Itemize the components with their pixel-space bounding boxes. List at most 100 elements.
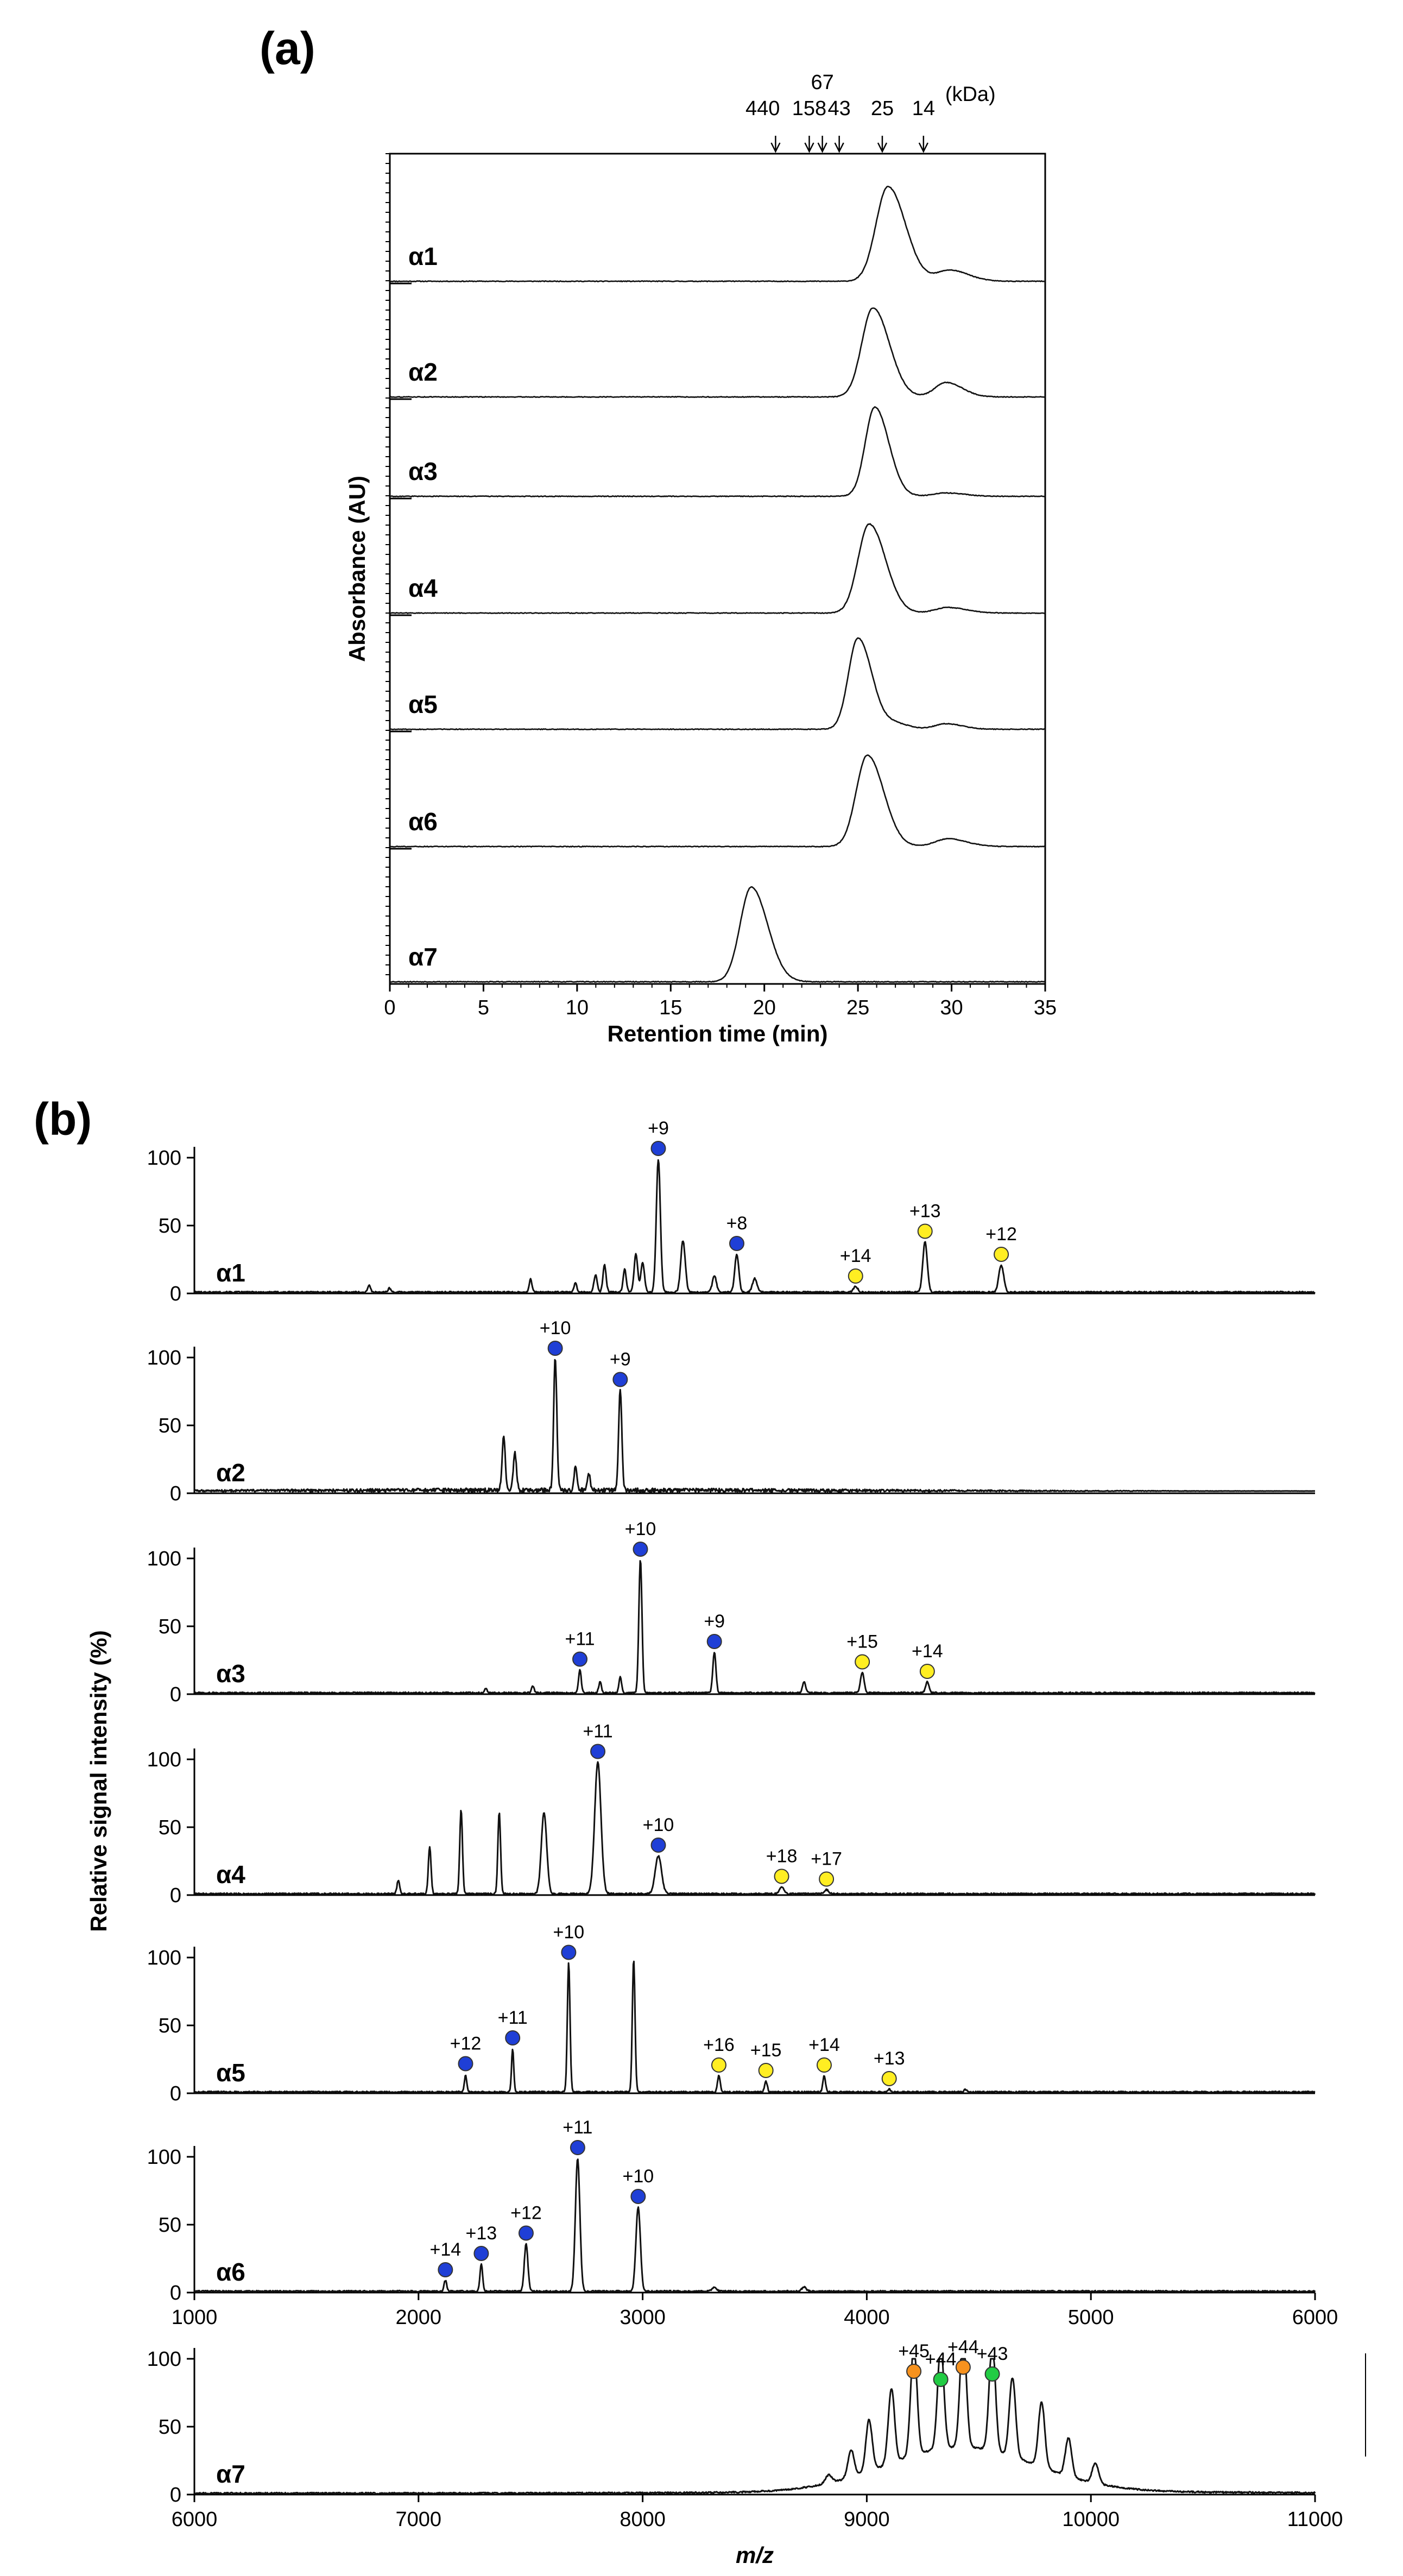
charge-state-label: +14 [808, 2035, 840, 2055]
charge-marker-dot [505, 2030, 521, 2045]
charge-marker-dot [438, 2262, 453, 2277]
chromatogram-label-1: α1 [408, 242, 438, 270]
mw-marker-arrowhead [804, 142, 814, 153]
charge-marker-dot [984, 2366, 1000, 2382]
charge-state-label: +12 [450, 2034, 482, 2054]
charge-marker-dot [650, 1141, 666, 1156]
ms-x-tick-label-bottom: 11000 [1287, 2508, 1343, 2531]
ms-x-tick-label-bottom: 9000 [844, 2508, 890, 2531]
ms-trace-label: α1 [216, 1259, 245, 1287]
charge-state-label: +10 [553, 1922, 585, 1943]
charge-marker-dot [547, 1341, 563, 1356]
charge-state-label: +16 [703, 2035, 735, 2055]
mass-spectrum-1: 0 50 100 +9 +8 +14 +13 +12 α1 [147, 1118, 1316, 1305]
charge-marker-dot [819, 1871, 835, 1887]
ms-y-tick-label: 50 [159, 2015, 181, 2037]
ms-x-tick-label-top: 4000 [844, 2306, 890, 2329]
ms-y-tick-label: 100 [147, 1147, 181, 1170]
charge-marker-dot [518, 2225, 534, 2241]
panel-a-x-axis-title: Retention time (min) [608, 1021, 828, 1046]
charge-state-label: +11 [565, 1629, 595, 1650]
chromatogram-trace-2 [389, 307, 1046, 399]
panel-a-x-tick-label: 0 [384, 996, 395, 1019]
ms-y-tick-label: 50 [159, 1215, 181, 1238]
ms-y-tick-label: 0 [170, 1884, 181, 1907]
charge-state-label: +44 [947, 2337, 979, 2358]
ms-y-tick-label: 100 [147, 1347, 181, 1369]
charge-state-label: +8 [726, 1213, 748, 1234]
charge-state-label: +12 [510, 2203, 542, 2224]
mass-spectrum-4: 0 50 100 +11 +10 +18 +17 α4 [147, 1721, 1316, 1907]
chromatogram-trace-6 [389, 754, 1046, 848]
mw-marker-label: 43 [828, 97, 851, 120]
panel-b-label: (b) [34, 1094, 92, 1145]
charge-state-label: +45 [898, 2341, 930, 2362]
ms-x-tick-label-top: 3000 [620, 2306, 666, 2329]
chromatogram-label-2: α2 [408, 358, 438, 386]
ms-y-tick-label: 100 [147, 1748, 181, 1771]
ms-trace-label: α7 [216, 2460, 245, 2488]
chromatogram-label-4: α4 [408, 574, 438, 602]
ms-y-tick-label: 0 [170, 1482, 181, 1505]
ms-x-tick-label-bottom: 6000 [172, 2508, 218, 2531]
ms-trace [193, 1560, 1316, 1695]
charge-marker-dot [570, 2140, 585, 2155]
panel-a-x-tick-label: 10 [566, 996, 589, 1019]
ms-x-tick-label-bottom: 10000 [1062, 2508, 1120, 2531]
charge-marker-dot [848, 1268, 863, 1284]
ms-y-tick-label: 0 [170, 2082, 181, 2105]
mw-marker-label: 440 [745, 97, 780, 120]
ms-y-tick-label: 0 [170, 1283, 181, 1305]
charge-state-label: +9 [704, 1611, 725, 1632]
mw-marker-arrowhead [770, 142, 781, 153]
mw-marker-arrowhead [817, 142, 827, 153]
ms-trace [194, 2358, 1316, 2495]
charge-state-label: +43 [977, 2344, 1008, 2364]
ms-trace [194, 1159, 1316, 1294]
mw-marker-arrowhead [877, 142, 888, 153]
mw-unit-label: (kDa) [945, 83, 996, 106]
chromatogram-label-7: α7 [408, 943, 438, 971]
charge-marker-dot [612, 1372, 628, 1387]
ms-trace [194, 1960, 1316, 2094]
panel-a-x-tick-label: 30 [940, 996, 963, 1019]
charge-state-label: +10 [625, 1519, 656, 1539]
charge-state-label: +14 [912, 1641, 943, 1662]
ms-x-tick-label-top: 6000 [1292, 2306, 1338, 2329]
charge-marker-dot [955, 2359, 971, 2375]
charge-state-label: +44 [925, 2349, 957, 2370]
charge-marker-dot [919, 1664, 935, 1679]
chromatogram-trace-3 [389, 406, 1045, 498]
mw-marker-label: 158 [792, 97, 826, 120]
ms-x-axis-title: m/z [736, 2542, 774, 2568]
panel-a-frame [389, 153, 1046, 985]
charge-marker-dot [590, 1744, 606, 1759]
panel-a-label: (a) [260, 23, 315, 74]
chromatogram-label-5: α5 [408, 690, 438, 718]
ms-trace [193, 1761, 1316, 1896]
charge-state-label: +9 [648, 1118, 669, 1139]
ms-x-tick-label-bottom: 7000 [396, 2508, 442, 2531]
ms-trace-label: α2 [216, 1459, 245, 1487]
mw-marker-arrowhead [834, 142, 844, 153]
charge-marker-dot [774, 1868, 789, 1884]
charge-marker-dot [816, 2057, 832, 2073]
ms-trace-label: α6 [216, 2258, 245, 2286]
mass-spectrum-6: 0 50 100 +14+13 +12 +11 +10 α6 [147, 2117, 1316, 2304]
ms-y-tick-label: 50 [159, 1816, 181, 1839]
ms-trace [194, 2158, 1316, 2293]
ms-trace-label: α4 [216, 1860, 245, 1889]
charge-state-label: +9 [610, 1349, 631, 1370]
charge-marker-dot [630, 2189, 646, 2204]
ms-y-tick-label: 0 [170, 2282, 181, 2304]
panel-a-y-axis-title: Absorbance (AU) [344, 476, 370, 662]
charge-marker-dot [572, 1651, 588, 1667]
chromatogram-label-3: α3 [408, 457, 438, 485]
chromatogram-trace-7 [389, 886, 1046, 983]
charge-marker-dot [758, 2063, 774, 2078]
panel-a-x-tick-label: 15 [659, 996, 682, 1019]
ms-y-tick-label: 50 [159, 1415, 181, 1437]
charge-marker-dot [706, 1634, 722, 1649]
charge-marker-dot [650, 1838, 666, 1853]
panel-a-x-tick-label: 5 [478, 996, 489, 1019]
